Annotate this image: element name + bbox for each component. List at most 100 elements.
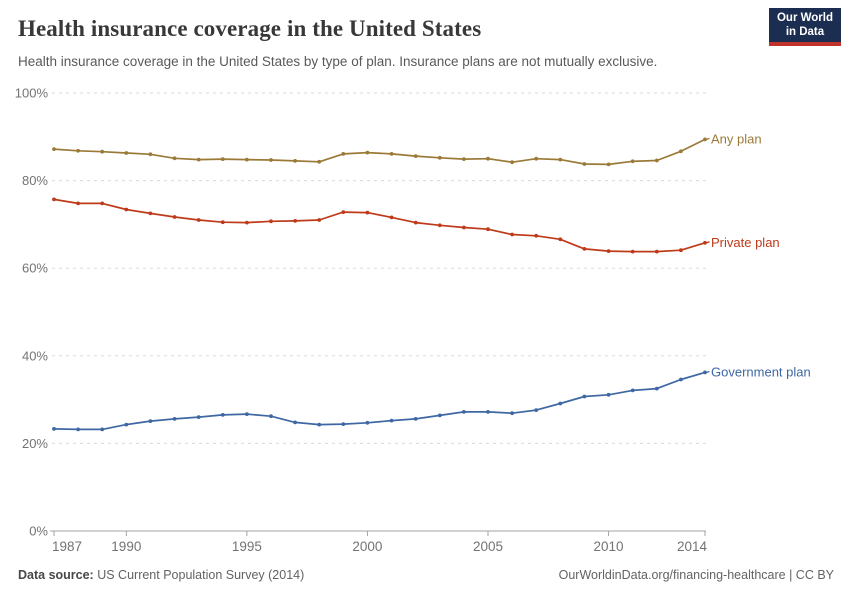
data-point-government-plan-2001[interactable] — [389, 418, 394, 423]
series-line-any-plan[interactable] — [53, 138, 706, 166]
data-point-government-plan-2008[interactable] — [558, 401, 563, 406]
data-point-any-plan-2005[interactable] — [486, 156, 490, 161]
data-point-government-plan-2012[interactable] — [654, 386, 659, 391]
data-point-government-plan-1989[interactable] — [100, 427, 105, 432]
data-point-private-plan-2002[interactable] — [413, 220, 418, 225]
series-label-any-plan[interactable]: Any plan — [711, 131, 762, 146]
data-point-private-plan-2001[interactable] — [389, 215, 394, 220]
data-point-private-plan-2011[interactable] — [630, 249, 635, 254]
data-point-private-plan-2009[interactable] — [582, 247, 587, 251]
data-point-any-plan-2010[interactable] — [606, 162, 611, 167]
data-point-government-plan-2007[interactable] — [534, 408, 539, 412]
data-point-private-plan-1999[interactable] — [341, 210, 346, 214]
data-point-any-plan-2014[interactable] — [703, 137, 707, 142]
data-point-government-plan-2011[interactable] — [630, 388, 635, 393]
series-line-government-plan[interactable] — [53, 371, 706, 431]
data-point-government-plan-1995[interactable] — [245, 412, 249, 416]
credit-link[interactable]: OurWorldinData.org/financing-healthcare … — [558, 568, 834, 582]
data-source: Data source: US Current Population Surve… — [18, 568, 304, 582]
data-point-any-plan-2002[interactable] — [413, 154, 418, 158]
series-government-plan[interactable]: Government plan — [52, 364, 811, 432]
data-point-any-plan-2008[interactable] — [558, 157, 563, 162]
data-point-government-plan-2006[interactable] — [510, 411, 514, 416]
data-point-government-plan-1996[interactable] — [269, 414, 273, 419]
data-point-any-plan-2012[interactable] — [654, 158, 659, 163]
data-point-government-plan-1998[interactable] — [317, 422, 322, 427]
data-point-government-plan-2002[interactable] — [413, 417, 418, 421]
data-point-government-plan-2010[interactable] — [606, 392, 611, 397]
data-point-any-plan-2001[interactable] — [389, 152, 394, 156]
series-line-private-plan[interactable] — [53, 198, 706, 253]
data-source-label: Data source: — [18, 568, 94, 582]
series-private-plan[interactable]: Private plan — [52, 197, 780, 254]
data-point-private-plan-1997[interactable] — [293, 219, 297, 223]
data-point-any-plan-1995[interactable] — [245, 157, 249, 162]
data-point-private-plan-2014[interactable] — [703, 240, 707, 245]
data-point-any-plan-1988[interactable] — [76, 148, 80, 153]
data-point-private-plan-2013[interactable] — [679, 248, 683, 253]
data-point-any-plan-1992[interactable] — [172, 156, 177, 161]
data-point-any-plan-1999[interactable] — [341, 152, 346, 156]
data-point-private-plan-1998[interactable] — [317, 218, 322, 222]
data-point-private-plan-2004[interactable] — [462, 225, 466, 230]
data-point-government-plan-1991[interactable] — [148, 419, 153, 423]
data-point-government-plan-1999[interactable] — [341, 422, 346, 426]
data-point-private-plan-2008[interactable] — [558, 237, 563, 242]
data-point-government-plan-2014[interactable] — [703, 370, 707, 375]
data-point-any-plan-2013[interactable] — [679, 149, 683, 154]
data-point-private-plan-1989[interactable] — [100, 201, 105, 206]
owid-logo[interactable]: Our World in Data — [768, 8, 841, 46]
data-point-any-plan-2006[interactable] — [510, 160, 514, 165]
data-point-government-plan-2009[interactable] — [582, 394, 587, 399]
data-point-any-plan-1996[interactable] — [269, 158, 273, 162]
data-point-government-plan-2003[interactable] — [437, 413, 442, 418]
x-tick-label-1990: 1990 — [111, 539, 141, 554]
data-point-government-plan-2000[interactable] — [365, 420, 370, 425]
data-point-private-plan-1993[interactable] — [196, 218, 201, 222]
data-point-government-plan-1994[interactable] — [220, 413, 225, 417]
data-point-private-plan-1996[interactable] — [269, 219, 273, 224]
series-label-private-plan[interactable]: Private plan — [711, 235, 780, 250]
data-point-any-plan-2000[interactable] — [365, 150, 370, 155]
data-point-any-plan-2004[interactable] — [462, 157, 466, 161]
data-point-government-plan-2013[interactable] — [679, 377, 683, 382]
data-point-government-plan-1988[interactable] — [76, 427, 80, 432]
data-point-any-plan-2009[interactable] — [582, 162, 587, 166]
data-point-any-plan-1997[interactable] — [293, 159, 297, 163]
data-point-any-plan-1998[interactable] — [317, 159, 322, 164]
data-point-private-plan-1991[interactable] — [148, 211, 153, 216]
data-point-private-plan-1995[interactable] — [245, 220, 249, 225]
data-point-private-plan-2007[interactable] — [534, 233, 539, 238]
data-point-government-plan-1987[interactable] — [52, 427, 56, 431]
x-tick-label-2010: 2010 — [594, 539, 624, 554]
data-point-government-plan-2005[interactable] — [486, 410, 490, 414]
data-point-private-plan-2003[interactable] — [437, 223, 442, 228]
chart-subtitle: Health insurance coverage in the United … — [18, 54, 658, 69]
data-point-government-plan-1997[interactable] — [293, 420, 297, 425]
data-point-private-plan-1987[interactable] — [52, 197, 56, 202]
series-label-government-plan[interactable]: Government plan — [711, 364, 811, 379]
series-any-plan[interactable]: Any plan — [52, 131, 762, 167]
data-point-any-plan-1994[interactable] — [220, 157, 225, 161]
data-point-any-plan-1989[interactable] — [100, 149, 105, 154]
data-point-government-plan-1993[interactable] — [196, 415, 201, 419]
data-point-any-plan-1993[interactable] — [196, 157, 201, 162]
data-point-private-plan-2006[interactable] — [510, 232, 514, 237]
data-point-government-plan-1992[interactable] — [172, 417, 177, 421]
data-point-private-plan-2000[interactable] — [365, 210, 370, 215]
data-point-private-plan-2012[interactable] — [654, 249, 659, 254]
data-point-private-plan-1990[interactable] — [124, 207, 129, 212]
data-point-any-plan-1990[interactable] — [124, 151, 129, 155]
data-point-private-plan-2010[interactable] — [606, 249, 611, 254]
data-point-private-plan-1994[interactable] — [220, 220, 225, 225]
data-point-any-plan-1987[interactable] — [52, 147, 56, 151]
data-point-government-plan-2004[interactable] — [462, 410, 466, 414]
data-point-private-plan-1992[interactable] — [172, 215, 177, 219]
data-point-any-plan-2011[interactable] — [630, 159, 635, 164]
data-point-private-plan-2005[interactable] — [486, 227, 490, 232]
data-point-any-plan-2003[interactable] — [437, 155, 442, 160]
data-point-any-plan-2007[interactable] — [534, 156, 539, 161]
data-point-private-plan-1988[interactable] — [76, 201, 80, 206]
data-point-any-plan-1991[interactable] — [148, 152, 153, 157]
data-point-government-plan-1990[interactable] — [124, 422, 129, 427]
